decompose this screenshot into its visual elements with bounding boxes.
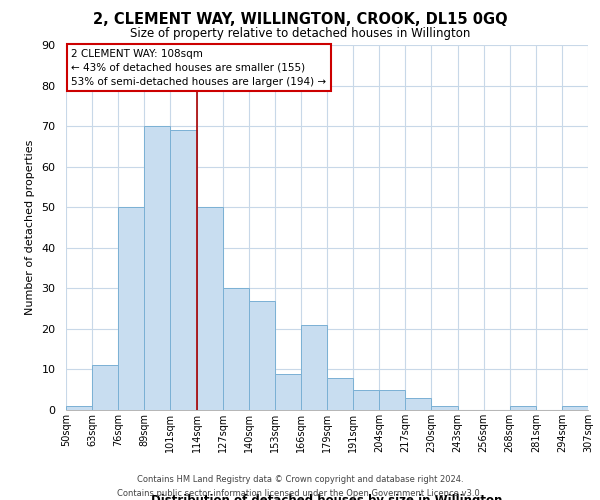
Bar — [197, 207, 223, 410]
Bar — [66, 406, 92, 410]
Text: Contains HM Land Registry data © Crown copyright and database right 2024.
Contai: Contains HM Land Registry data © Crown c… — [118, 476, 482, 498]
Bar — [379, 390, 406, 410]
Bar — [327, 378, 353, 410]
Text: 2, CLEMENT WAY, WILLINGTON, CROOK, DL15 0GQ: 2, CLEMENT WAY, WILLINGTON, CROOK, DL15 … — [92, 12, 508, 28]
Bar — [562, 406, 588, 410]
Text: 2 CLEMENT WAY: 108sqm
← 43% of detached houses are smaller (155)
53% of semi-det: 2 CLEMENT WAY: 108sqm ← 43% of detached … — [71, 48, 326, 86]
X-axis label: Distribution of detached houses by size in Willington: Distribution of detached houses by size … — [151, 494, 503, 500]
Bar — [510, 406, 536, 410]
Y-axis label: Number of detached properties: Number of detached properties — [25, 140, 35, 315]
Bar — [170, 130, 197, 410]
Text: Size of property relative to detached houses in Willington: Size of property relative to detached ho… — [130, 28, 470, 40]
Bar — [406, 398, 431, 410]
Bar — [145, 126, 170, 410]
Bar — [118, 207, 145, 410]
Bar — [249, 300, 275, 410]
Bar — [275, 374, 301, 410]
Bar — [353, 390, 379, 410]
Bar — [431, 406, 458, 410]
Bar — [92, 366, 118, 410]
Bar — [301, 325, 327, 410]
Bar — [223, 288, 249, 410]
